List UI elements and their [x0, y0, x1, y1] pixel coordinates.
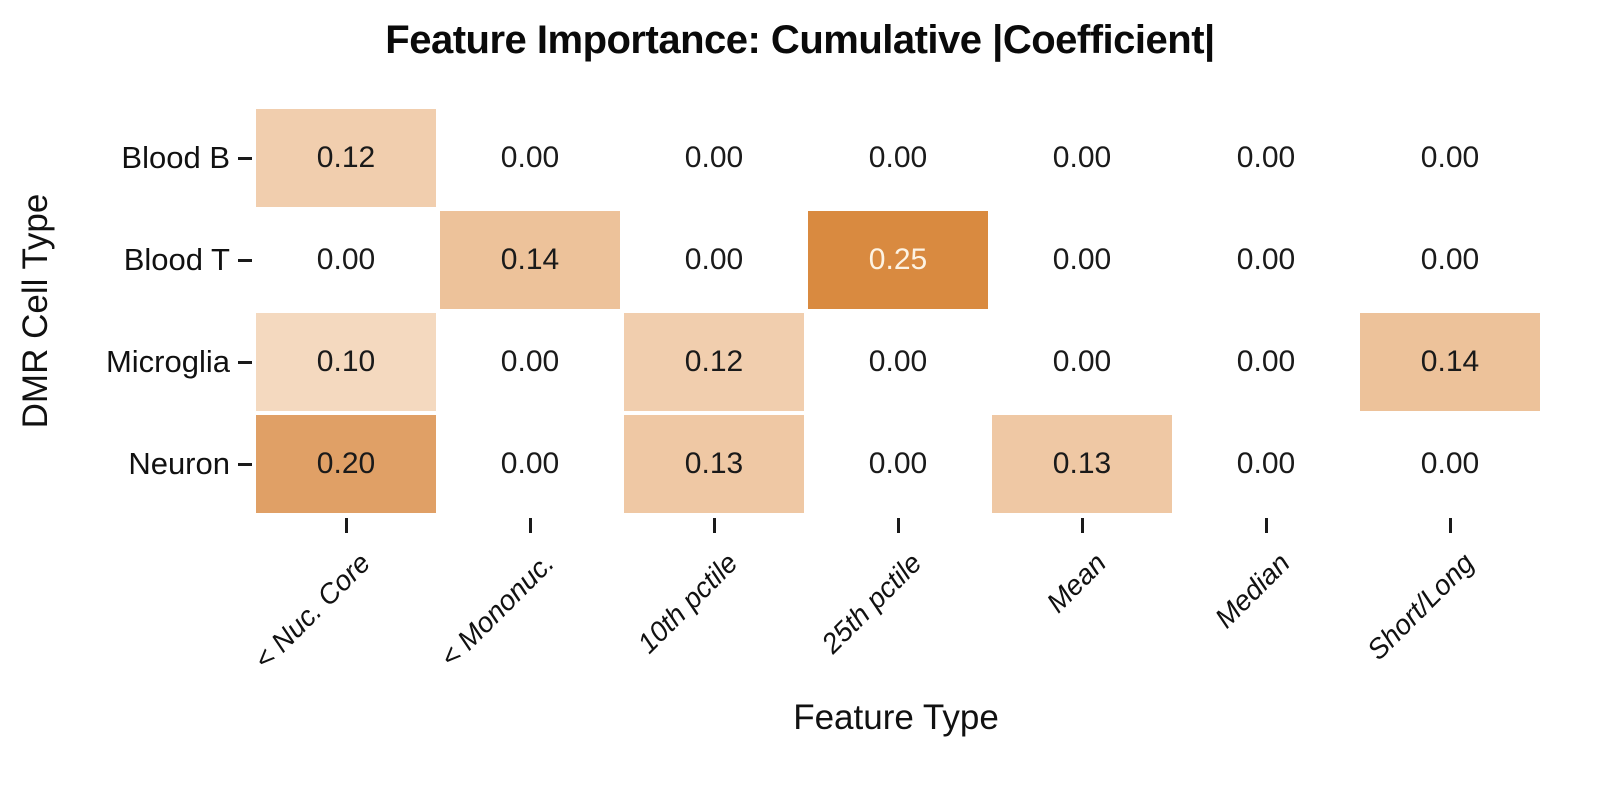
y-tick-label: Blood T: [123, 242, 230, 277]
heatmap-cell-3-1: 0.00: [440, 415, 620, 513]
heatmap-cell-3-2: 0.13: [624, 415, 804, 513]
heatmap-cell-0-4: 0.00: [992, 109, 1172, 207]
chart-title: Feature Importance: Cumulative |Coeffici…: [385, 18, 1215, 62]
y-axis-title: DMR Cell Type: [16, 193, 55, 429]
heatmap-cell-1-1: 0.14: [440, 211, 620, 309]
heatmap-cell-2-6: 0.14: [1360, 313, 1540, 411]
x-tick-mark: [896, 518, 900, 533]
cell-value: 0.25: [868, 243, 928, 276]
heatmap-cell-2-5: 0.00: [1176, 313, 1356, 411]
cell-value: 0.00: [868, 447, 928, 480]
y-tick-mark: [238, 156, 252, 160]
heatmap-cell-0-3: 0.00: [808, 109, 988, 207]
cell-value: 0.00: [1236, 243, 1296, 276]
cell-value: 0.14: [1420, 345, 1480, 378]
cell-value: 0.12: [684, 345, 744, 378]
x-tick-mark: [712, 518, 716, 533]
x-tick-label: 25th pctile: [815, 547, 928, 660]
x-tick-label: Median: [1209, 547, 1296, 634]
y-tick-mark: [238, 360, 252, 364]
y-tick-mark: [238, 462, 252, 466]
x-axis-title: Feature Type: [793, 698, 999, 737]
heatmap-cell-1-3: 0.25: [808, 211, 988, 309]
cell-value: 0.00: [1052, 345, 1112, 378]
heatmap-cell-2-0: 0.10: [256, 313, 436, 411]
x-tick-label: 10th pctile: [631, 547, 744, 660]
heatmap-cell-3-5: 0.00: [1176, 415, 1356, 513]
cell-value: 0.00: [500, 141, 560, 174]
x-tick-label: < Mononuc.: [433, 547, 560, 673]
cell-value: 0.20: [316, 447, 376, 480]
heatmap-cell-2-3: 0.00: [808, 313, 988, 411]
heatmap-cell-3-4: 0.13: [992, 415, 1172, 513]
cell-value: 0.00: [1236, 345, 1296, 378]
x-tick-mark: [528, 518, 532, 533]
cell-value: 0.00: [1052, 243, 1112, 276]
y-tick-label: Blood B: [121, 140, 230, 175]
x-tick-mark: [1448, 518, 1452, 533]
cell-value: 0.10: [316, 345, 376, 378]
cell-value: 0.00: [1052, 141, 1112, 174]
cell-value: 0.00: [684, 243, 744, 276]
cell-value: 0.00: [1420, 243, 1480, 276]
heatmap-cell-2-4: 0.00: [992, 313, 1172, 411]
x-tick-mark: [1080, 518, 1084, 533]
heatmap-cell-2-2: 0.12: [624, 313, 804, 411]
cell-value: 0.00: [684, 141, 744, 174]
cell-value: 0.12: [316, 141, 376, 174]
y-tick-label: Neuron: [128, 446, 230, 481]
y-tick-mark: [238, 258, 252, 262]
heatmap-cell-1-6: 0.00: [1360, 211, 1540, 309]
heatmap-cell-1-2: 0.00: [624, 211, 804, 309]
cell-value: 0.00: [1236, 447, 1296, 480]
cell-value: 0.00: [868, 345, 928, 378]
cell-value: 0.00: [1420, 141, 1480, 174]
x-tick-label: Mean: [1040, 547, 1112, 619]
cell-value: 0.13: [684, 447, 744, 480]
x-tick-mark: [344, 518, 348, 533]
x-tick-label: Short/Long: [1361, 547, 1480, 666]
heatmap-cell-0-2: 0.00: [624, 109, 804, 207]
heatmap-cell-3-0: 0.20: [256, 415, 436, 513]
x-tick-label: < Nuc. Core: [247, 547, 376, 676]
heatmap-cell-3-3: 0.00: [808, 415, 988, 513]
x-tick-mark: [1264, 518, 1268, 533]
cell-value: 0.00: [500, 447, 560, 480]
cell-value: 0.00: [868, 141, 928, 174]
cell-value: 0.00: [1420, 447, 1480, 480]
cell-value: 0.00: [316, 243, 376, 276]
heatmap-cell-1-0: 0.00: [256, 211, 436, 309]
heatmap-cell-0-6: 0.00: [1360, 109, 1540, 207]
heatmap-cell-0-5: 0.00: [1176, 109, 1356, 207]
heatmap-cell-1-5: 0.00: [1176, 211, 1356, 309]
heatmap-cell-0-1: 0.00: [440, 109, 620, 207]
cell-value: 0.13: [1052, 447, 1112, 480]
heatmap-cell-0-0: 0.12: [256, 109, 436, 207]
heatmap-cell-1-4: 0.00: [992, 211, 1172, 309]
y-tick-label: Microglia: [105, 344, 230, 379]
cell-value: 0.14: [500, 243, 560, 276]
heatmap-cell-2-1: 0.00: [440, 313, 620, 411]
cell-value: 0.00: [1236, 141, 1296, 174]
cell-value: 0.00: [500, 345, 560, 378]
heatmap-cell-3-6: 0.00: [1360, 415, 1540, 513]
